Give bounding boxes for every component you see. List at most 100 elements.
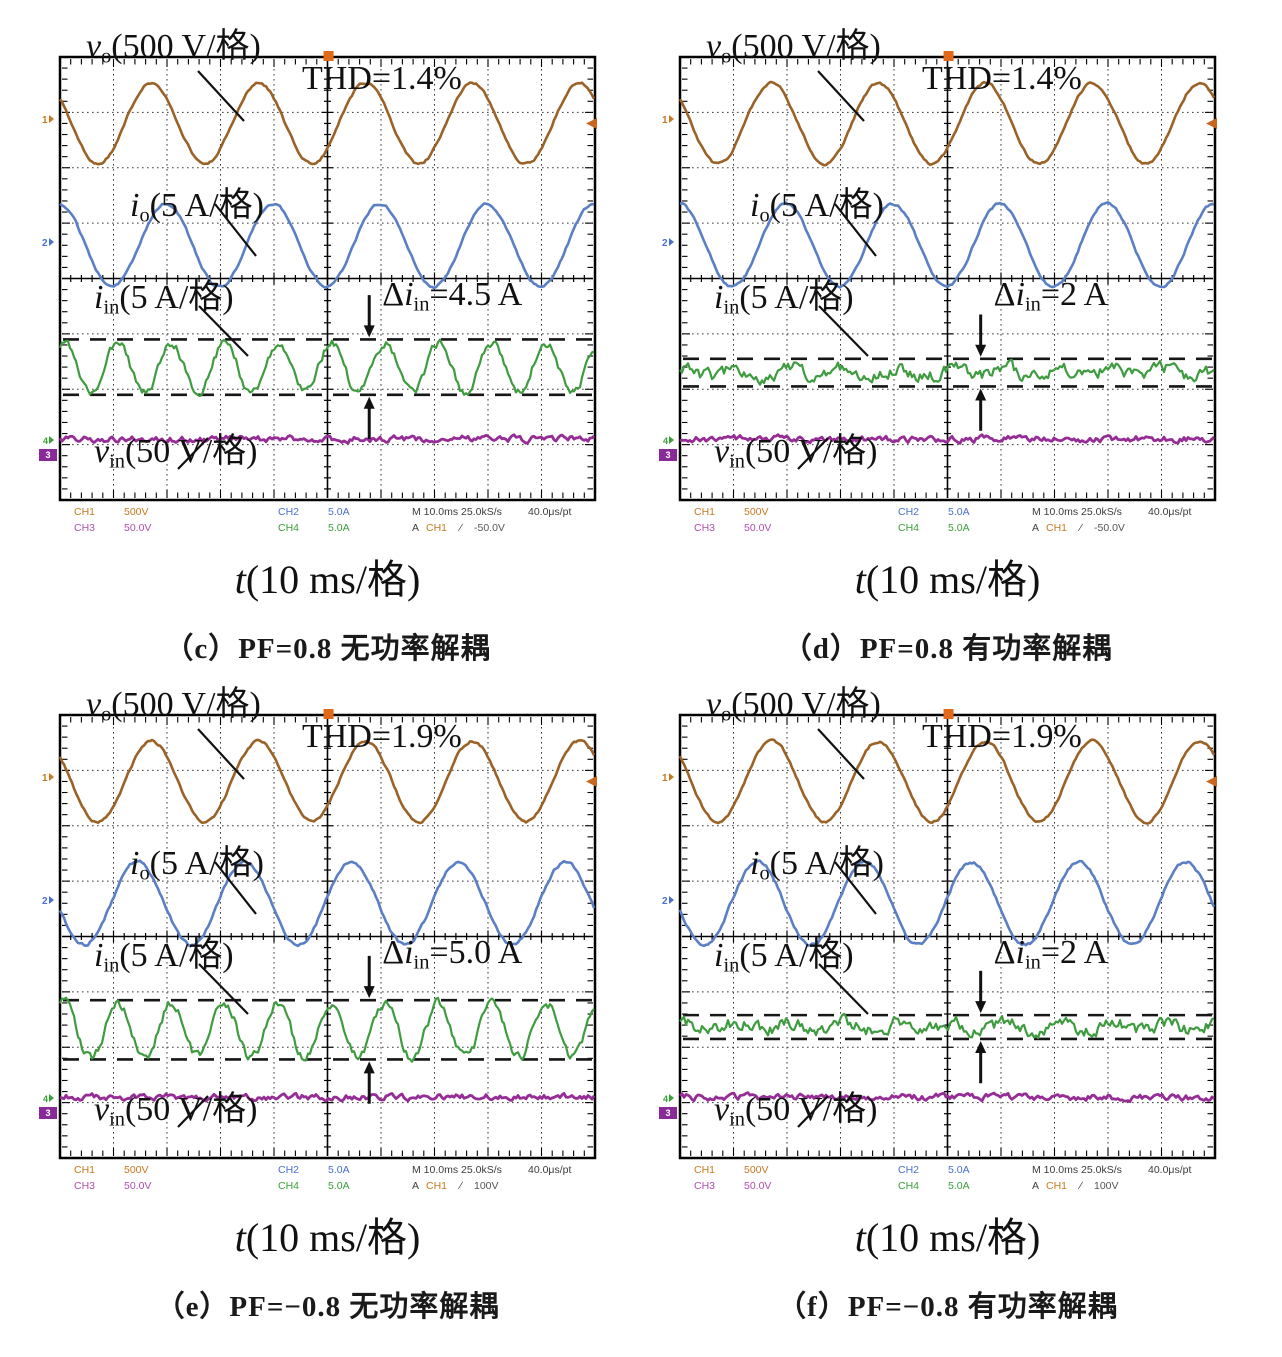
io-label: io(5 A/格) [130,188,264,227]
delta-up-arrow [975,1040,987,1084]
delta-symbol: Δ [993,276,1016,313]
vo-var: v [706,686,722,723]
delta-down-arrow [975,970,987,1014]
status-resolution: 40.0μs/pt [1148,506,1192,518]
scope-panel: vo(500 V/格) THD=1.4% io(5 A/格) iin(5 A/格… [39,29,597,502]
vo-var: v [86,28,102,65]
label-pointer-line-1 [834,203,877,257]
time-axis-label: t(10 ms/格) [60,547,595,605]
time-scale: (10 ms/格) [865,1215,1041,1260]
io-scale: (5 A/格) [769,845,884,882]
waveform-svg [58,709,597,1160]
trace-i_o [679,201,1215,289]
time-var: t [854,1215,866,1260]
io-label: io(5 A/格) [750,187,884,227]
status-timebase: M 10.0ms 25.0kS/s [1032,1164,1122,1176]
ch1-right-marker [586,117,597,129]
trace-v_o [678,80,1216,167]
ch4-marker-number: 4 [43,436,49,446]
status-bar: CH1 500V CH2 5.0A M 10.0ms 25.0kS/s 40.0… [60,1162,595,1200]
panel-caption: （c）PF=0.8 无功率解耦 [164,633,491,665]
status-ch4-scale: 5.0A [328,522,350,534]
trigger-slope-icon: ∕ [460,1180,462,1192]
iin-label: iin(5 A/格) [714,280,854,319]
thd-label: THD=1.4% [922,60,1082,97]
io-sub: o [759,862,770,885]
label-pointer-line-1 [214,203,257,257]
io-var: i [130,845,140,882]
vin-sub: in [109,450,125,473]
delta-down-arrow [363,295,375,338]
trace-v_o [58,738,596,825]
waveform-svg [678,709,1217,1160]
label-pointer-line-0 [817,728,865,780]
status-timebase: M 10.0ms 25.0kS/s [412,506,502,518]
delta-var: i [1015,276,1025,313]
status-ch2-scale: 5.0A [948,506,970,518]
status-ch3-scale: 50.0V [124,1180,152,1192]
label-pointer-line-3 [797,1095,829,1128]
vo-label: vo(500 V/格) [86,28,261,68]
iin-sub: in [103,954,120,977]
vo-sub: o [101,45,112,68]
trigger-position-marker [943,709,954,719]
delta-sub: in [413,951,430,974]
time-scale: (10 ms/格) [245,1215,421,1260]
label-pointer-line-2 [818,963,869,1015]
panel-d: vo(500 V/格) THD=1.4% io(5 A/格) iin(5 A/格… [659,29,1217,717]
status-bar: CH1 500V CH2 5.0A M 10.0ms 25.0kS/s 40.0… [680,1162,1215,1200]
vin-label: vin(50 V/格) [714,1092,878,1131]
trace-v_o [58,81,596,166]
iin-label: iin(5 A/格) [94,938,234,977]
status-ch1-scale: 500V [744,1164,769,1176]
trace-i_in [679,1012,1215,1040]
vo-scale: (500 V/格) [731,686,881,723]
label-pointer-line-3 [177,1095,209,1128]
status-ch2-label: CH2 [898,1164,920,1176]
vo-label: vo(500 V/格) [706,28,881,68]
thd-label: THD=1.9% [922,718,1082,755]
iin-sub: in [723,296,740,319]
status-ch2-label: CH2 [898,506,920,518]
trace-i_in [679,358,1215,386]
ch2-position-marker: 2 [42,238,54,249]
ch1-marker-number: 1 [42,773,48,784]
trace-i_o [678,859,1216,948]
delta-up-arrow [975,388,987,431]
ch2-position-marker: 2 [662,896,674,907]
trigger-position-marker [323,51,334,61]
ch1-position-marker: 1 [42,773,54,784]
grid [58,55,597,502]
status-ch1-scale: 500V [744,506,769,518]
vo-var: v [706,28,722,65]
status-trigger-channel: CH1 [426,522,448,534]
delta-iin-label: Δiin=5.0 A [382,934,522,974]
status-trigger-a: A [1032,522,1040,534]
ch4-marker-number: 4 [663,436,669,446]
trace-v_in [59,1091,596,1103]
status-trigger-level: 100V [474,1180,499,1192]
io-scale: (5 A/格) [149,845,264,882]
ch1-right-marker [1206,117,1217,129]
delta-symbol: Δ [382,934,405,971]
waveform-svg [678,51,1217,502]
iin-label: iin(5 A/格) [714,937,854,977]
right-triangle-icon [49,1094,55,1102]
io-var: i [750,845,760,882]
ch2-marker-number: 2 [42,896,48,907]
grid [678,713,1217,1160]
right-triangle-icon [669,436,675,444]
panel-f: vo(500 V/格) THD=1.9% io(5 A/格) iin(5 A/格… [659,687,1217,1357]
status-bar: CH1 500V CH2 5.0A M 10.0ms 25.0kS/s 40.0… [60,504,595,542]
iin-scale: (5 A/格) [739,937,854,974]
ch1-marker-number: 1 [662,115,668,126]
vin-sub: in [729,450,745,473]
trace-i_o [59,202,595,290]
io-var: i [750,187,760,224]
status-timebase: M 10.0ms 25.0kS/s [1032,506,1122,518]
trigger-position-marker [943,51,954,61]
status-ch4-scale: 5.0A [328,1180,350,1192]
right-triangle-icon [48,238,54,246]
time-var: t [234,1215,246,1260]
